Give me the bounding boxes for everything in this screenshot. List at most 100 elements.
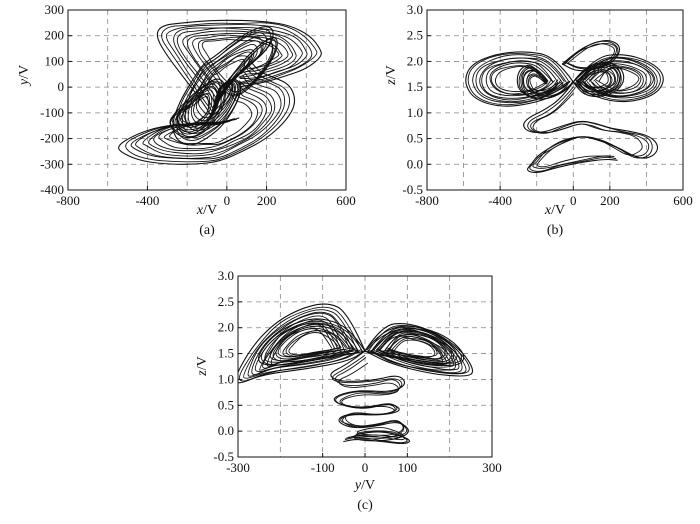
trajectory-loop <box>379 330 457 371</box>
trajectory-loop <box>125 65 290 163</box>
trajectory-loop <box>247 311 356 377</box>
x-tick-label: 600 <box>673 193 693 208</box>
panel-a: -800 -400 0 200 600-400-300-200-100010020030… <box>17 2 356 238</box>
trajectory-loop <box>176 87 218 131</box>
plot-frame <box>67 9 347 191</box>
y-tick-label: -400 <box>40 182 64 197</box>
y-tick-label: -0.5 <box>402 182 423 197</box>
trajectory-series <box>523 81 659 174</box>
y-tick-label: -300 <box>40 156 64 171</box>
y-tick-label: -200 <box>40 131 64 146</box>
y-tick-label: 100 <box>45 53 65 68</box>
y-tick-label: 2.0 <box>407 53 423 68</box>
trajectory-loop <box>176 29 272 141</box>
trajectory-series <box>572 54 664 103</box>
trajectory-loop <box>174 83 220 134</box>
panel-c: -300 -100 0 100 300 -0.5 0.0 0.5 1.0 1.5 2.0 2.5 3.0… <box>195 268 502 513</box>
trajectory-loop <box>179 92 213 128</box>
trajectory-loop <box>390 337 448 366</box>
trajectory-loop <box>224 38 277 95</box>
trajectory-loop <box>527 86 653 172</box>
trajectory-loop <box>254 315 347 373</box>
trajectory-loop <box>331 355 408 444</box>
y-tick-label: 2.0 <box>218 320 234 335</box>
trajectory-loop <box>243 309 359 379</box>
trajectory-series <box>465 51 574 107</box>
trajectory-loop <box>176 27 303 102</box>
panel-caption: (c) <box>357 498 373 513</box>
x-tick-label: 200 <box>600 193 620 208</box>
x-tick-label: -300 <box>226 460 250 475</box>
x-tick-label: 600 <box>336 193 356 208</box>
trajectory-loop <box>182 30 297 98</box>
x-axis-label: y/V <box>353 478 375 493</box>
trajectory-loop <box>580 57 656 98</box>
y-tick-label: -0.5 <box>213 449 234 464</box>
y-axis-label: z/V <box>195 356 210 376</box>
trajectory-loop <box>375 329 460 371</box>
y-tick-label: 0.5 <box>218 397 234 412</box>
trajectory-series <box>238 303 366 384</box>
trajectory-loop <box>201 39 280 83</box>
trajectory-loop <box>142 75 276 157</box>
trajectory-loop <box>382 332 455 368</box>
trajectory-loop <box>479 57 563 101</box>
plot-frame <box>426 9 684 191</box>
trajectory-loop <box>184 40 262 132</box>
x-tick-label: 200 <box>257 193 277 208</box>
trajectory-loop <box>335 357 405 441</box>
trajectory-loop <box>338 362 404 438</box>
trajectory-loop <box>574 56 661 101</box>
x-tick-label: 0 <box>362 460 369 475</box>
trajectory-loop <box>574 61 622 97</box>
trajectory-loop <box>171 82 222 135</box>
trajectory-loop <box>532 92 643 168</box>
y-tick-label: 3.0 <box>218 268 234 283</box>
x-tick-label: -100 <box>311 460 335 475</box>
x-tick-label: 100 <box>398 460 418 475</box>
trajectory-loop <box>467 53 571 106</box>
trajectory-loop <box>472 54 568 104</box>
trajectory-loop <box>392 339 443 365</box>
trajectory-loop <box>148 80 273 155</box>
y-tick-label: 200 <box>45 28 65 43</box>
y-tick-label: 1.0 <box>407 105 423 120</box>
trajectory-loop <box>177 89 215 128</box>
trajectory-loop <box>187 32 294 95</box>
trajectory-loop <box>585 61 652 97</box>
x-tick-label: -800 <box>415 193 439 208</box>
trajectory-loop <box>562 40 619 70</box>
y-tick-label: 3.0 <box>407 2 423 17</box>
y-tick-label: 0 <box>58 79 65 94</box>
trajectory-loop <box>170 80 226 138</box>
y-tick-label: 300 <box>45 2 65 17</box>
trajectory-loop <box>595 67 640 91</box>
trajectory-loop <box>387 337 436 358</box>
trajectory-loop <box>288 332 340 356</box>
x-tick-label: -400 <box>488 193 512 208</box>
x-tick-label: -800 <box>56 193 80 208</box>
trajectory-loop <box>135 71 282 159</box>
x-axis-label: x/V <box>196 203 217 218</box>
panel-b: -800 -400 0 200 600 -0.5 0.0 0.5 1.0 1.5 2.0 2.5 3.0… <box>384 2 693 238</box>
trajectory-series <box>364 323 474 377</box>
x-axis-label: x/V <box>544 203 565 218</box>
y-tick-label: 1.5 <box>407 79 423 94</box>
trajectory-loop <box>566 43 615 69</box>
trajectory-group <box>118 19 322 165</box>
trajectory-group <box>465 40 664 174</box>
trajectory-loop <box>583 70 609 88</box>
trajectory-loop <box>582 60 654 98</box>
trajectory-loop <box>259 319 342 371</box>
trajectory-series <box>156 19 322 116</box>
x-tick-label: 300 <box>482 460 502 475</box>
trajectory-loop <box>161 22 318 113</box>
trajectory-loop <box>588 63 647 94</box>
y-tick-label: 2.5 <box>218 294 234 309</box>
y-tick-label: 1.5 <box>218 346 234 361</box>
y-tick-label: 2.5 <box>407 28 423 43</box>
y-tick-label: 0.0 <box>218 423 234 438</box>
trajectory-loop <box>593 67 642 92</box>
trajectory-series <box>169 78 227 139</box>
